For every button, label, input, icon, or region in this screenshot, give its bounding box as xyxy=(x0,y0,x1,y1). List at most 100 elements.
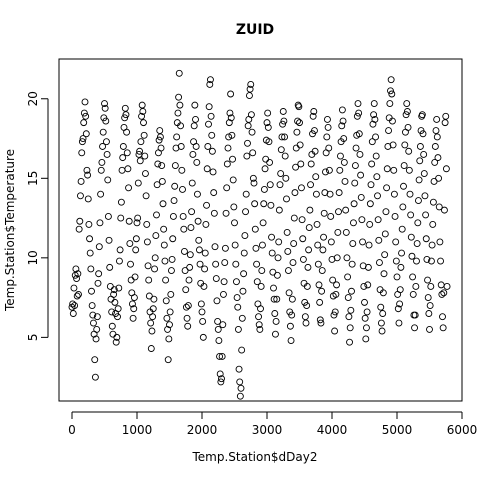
data-point xyxy=(219,290,227,298)
x-tick-label: 2000 xyxy=(187,423,218,437)
data-point xyxy=(343,254,351,262)
data-point xyxy=(336,166,344,174)
data-point xyxy=(229,155,237,163)
data-point xyxy=(160,225,168,233)
data-point xyxy=(165,335,173,343)
data-point xyxy=(262,155,270,163)
data-point xyxy=(388,90,396,98)
data-point xyxy=(320,233,327,241)
data-point xyxy=(237,384,245,392)
data-point xyxy=(376,259,383,267)
data-point xyxy=(415,197,422,205)
data-point xyxy=(130,305,138,313)
data-point xyxy=(267,201,275,209)
data-point xyxy=(284,248,292,255)
data-point xyxy=(429,198,437,206)
data-point xyxy=(385,127,392,135)
data-point xyxy=(275,206,283,214)
data-point xyxy=(97,166,105,174)
x-tick-label: 4000 xyxy=(317,423,348,437)
y-axis: 5 10 15 20 xyxy=(26,91,49,341)
data-point xyxy=(258,267,266,275)
data-point xyxy=(196,260,204,268)
data-point xyxy=(160,241,168,249)
data-point xyxy=(350,200,358,208)
data-point xyxy=(77,178,85,185)
data-point xyxy=(255,321,263,329)
data-point xyxy=(280,117,288,125)
data-point xyxy=(253,278,261,286)
data-point xyxy=(260,185,268,193)
data-point xyxy=(169,213,177,220)
data-point xyxy=(415,176,423,184)
data-point xyxy=(228,131,236,139)
data-point xyxy=(379,310,387,317)
data-point xyxy=(289,259,297,267)
data-point xyxy=(97,190,105,198)
data-point xyxy=(199,333,207,341)
data-point xyxy=(178,166,186,174)
data-point xyxy=(171,182,179,190)
data-point xyxy=(398,225,406,233)
data-point xyxy=(247,80,255,88)
data-point xyxy=(306,206,314,214)
y-tick-label: 10 xyxy=(26,250,40,265)
data-point xyxy=(411,311,419,319)
data-point xyxy=(281,152,289,160)
data-point xyxy=(231,219,238,227)
data-point xyxy=(288,311,296,319)
data-point xyxy=(205,103,213,111)
data-point xyxy=(248,128,256,136)
data-point xyxy=(264,123,272,131)
data-point xyxy=(402,111,410,119)
data-point xyxy=(119,154,127,162)
data-point xyxy=(125,184,133,192)
data-point xyxy=(163,314,171,322)
data-point xyxy=(377,303,385,311)
data-point xyxy=(327,213,335,220)
data-point xyxy=(423,255,431,263)
data-point xyxy=(194,217,202,225)
data-point xyxy=(441,119,449,127)
data-point xyxy=(348,287,355,295)
data-point xyxy=(419,130,427,138)
data-point xyxy=(104,176,112,184)
data-point xyxy=(92,335,100,343)
data-point xyxy=(86,249,94,257)
data-point xyxy=(190,122,198,130)
data-point xyxy=(182,286,190,294)
data-point xyxy=(283,195,290,203)
data-point xyxy=(295,103,303,111)
data-point xyxy=(257,283,265,290)
plot-frame xyxy=(58,58,463,402)
data-point xyxy=(326,190,334,198)
data-point xyxy=(142,192,150,200)
data-point xyxy=(436,238,444,246)
data-point xyxy=(329,276,337,284)
chart-title: ZUID xyxy=(236,22,274,38)
data-point xyxy=(418,111,426,119)
data-point xyxy=(299,255,307,263)
data-point xyxy=(84,171,92,179)
data-point xyxy=(183,314,191,322)
data-point xyxy=(364,263,372,271)
x-tick-label: 0 xyxy=(68,423,76,437)
data-point xyxy=(238,314,246,322)
data-point xyxy=(313,220,321,228)
data-point xyxy=(159,200,167,208)
data-point xyxy=(263,119,271,127)
data-point xyxy=(147,319,155,327)
data-point xyxy=(117,198,125,206)
data-point xyxy=(238,346,246,354)
data-point xyxy=(201,249,209,257)
data-point xyxy=(281,133,288,141)
data-point xyxy=(106,283,114,290)
data-point xyxy=(122,111,130,119)
data-point xyxy=(98,158,106,166)
data-point xyxy=(396,300,404,308)
data-point xyxy=(311,147,319,155)
data-point xyxy=(439,324,447,332)
data-point xyxy=(210,189,218,197)
data-point xyxy=(398,249,405,257)
data-point xyxy=(108,308,116,316)
